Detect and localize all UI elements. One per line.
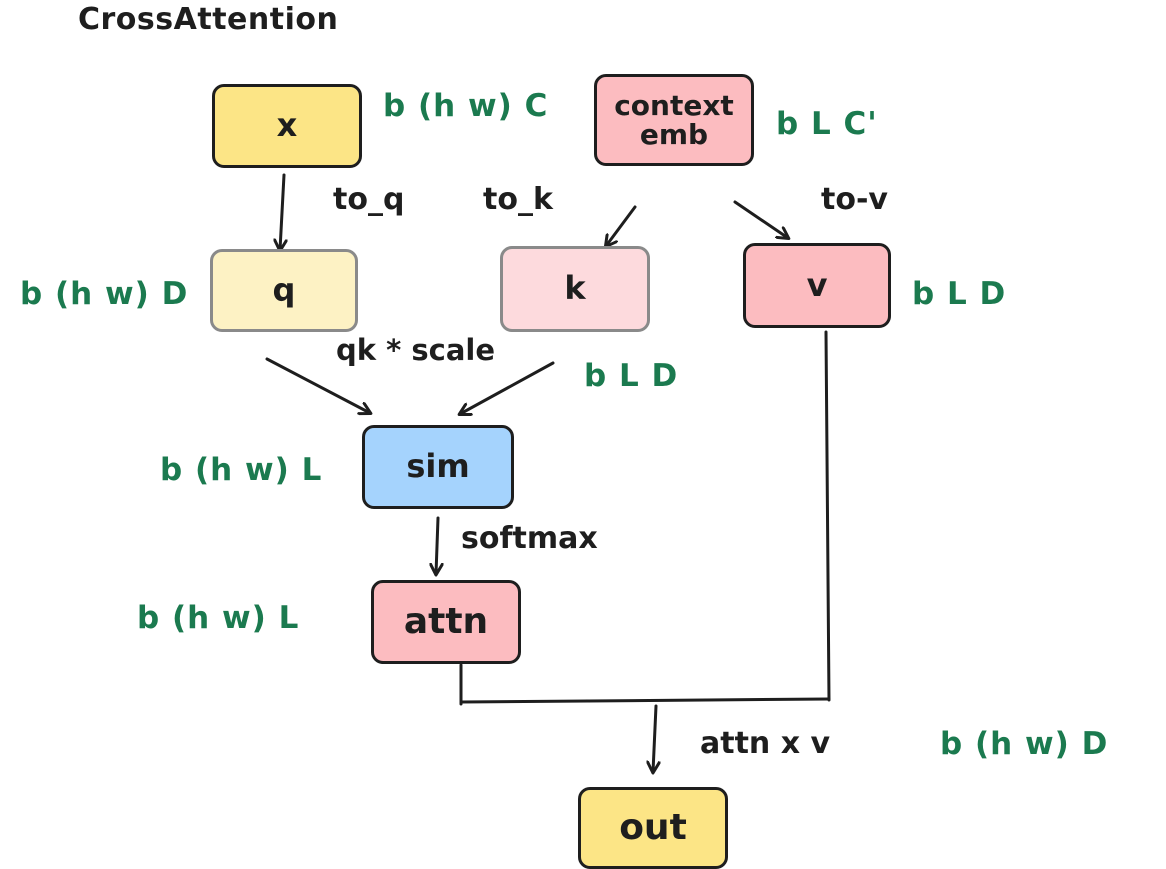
arrow-k-to-sim: [460, 363, 553, 414]
edge-label-to-v: to-v: [821, 182, 888, 217]
node-attn: attn: [371, 580, 521, 664]
dim-q: b (h w) D: [20, 276, 188, 312]
node-k-label: k: [564, 272, 585, 306]
line-v-down: [826, 332, 829, 700]
node-attn-label: attn: [404, 603, 488, 641]
node-q: q: [210, 249, 358, 332]
dim-sim: b (h w) L: [160, 452, 322, 488]
edge-label-softmax: softmax: [461, 521, 598, 556]
line-merge: [461, 699, 829, 702]
dim-k: b L D: [584, 358, 678, 394]
node-sim-label: sim: [406, 450, 469, 484]
edge-label-attn-x-v: attn x v: [700, 726, 830, 761]
node-v: v: [743, 243, 891, 328]
node-k: k: [500, 246, 650, 332]
node-emb-label: emb: [640, 120, 708, 149]
arrow-context-to-v: [735, 202, 788, 238]
arrow-sim-to-attn: [436, 518, 438, 574]
node-q-label: q: [273, 274, 296, 308]
dim-attn: b (h w) L: [137, 600, 299, 636]
node-context-label: context: [614, 91, 734, 120]
edge-label-to-k: to_k: [483, 182, 553, 217]
dim-x: b (h w) C: [383, 88, 548, 124]
arrow-merge-to-out: [653, 706, 656, 772]
node-out-label: out: [619, 809, 687, 847]
arrow-q-to-sim: [267, 359, 370, 413]
node-sim: sim: [362, 425, 514, 509]
dim-context: b L C': [776, 106, 878, 142]
node-x-label: x: [277, 109, 298, 143]
edge-label-to-q: to_q: [333, 182, 404, 217]
node-out: out: [578, 787, 728, 869]
edge-label-qk-scale: qk * scale: [336, 333, 495, 367]
arrow-x-to-q: [280, 175, 284, 250]
node-context-emb: context emb: [594, 74, 754, 166]
node-v-label: v: [807, 269, 828, 303]
node-x: x: [212, 84, 362, 168]
dim-v: b L D: [912, 276, 1006, 312]
dim-out: b (h w) D: [940, 726, 1108, 762]
arrow-context-to-k: [606, 207, 635, 246]
